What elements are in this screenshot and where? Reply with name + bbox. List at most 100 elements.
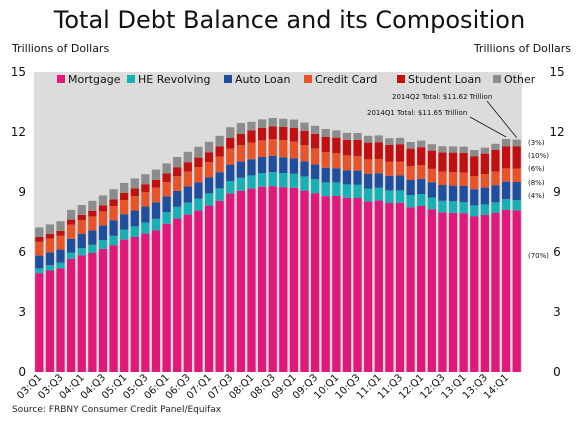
bar-other: [77, 205, 86, 215]
bar-mortgage: [204, 205, 214, 372]
annotation-arrow: [486, 100, 518, 138]
bar-credit-card: [321, 152, 330, 168]
bar-other: [512, 139, 521, 147]
bar-auto-loan: [417, 178, 426, 194]
bar-credit-card: [417, 165, 426, 179]
bar-credit-card: [279, 140, 288, 158]
bar-he-revolving: [35, 268, 44, 274]
bar-mortgage: [417, 206, 426, 372]
bar-credit-card: [183, 171, 192, 187]
bar-other: [257, 119, 267, 128]
bar-he-revolving: [183, 202, 192, 215]
bar-auto-loan: [120, 214, 129, 230]
bar-mortgage: [364, 201, 373, 372]
bar-student-loan: [268, 126, 277, 140]
bar-credit-card: [35, 241, 44, 256]
share-label: (70%): [528, 252, 549, 260]
y-tick-label: 0: [18, 365, 26, 379]
share-label: (6%): [528, 165, 545, 173]
bar-credit-card: [120, 200, 129, 215]
bar-student-loan: [300, 130, 309, 145]
legend-swatch: [57, 75, 65, 83]
bar-student-loan: [501, 146, 511, 169]
bar-he-revolving: [459, 202, 468, 214]
bar-student-loan: [98, 205, 108, 212]
bar-mortgage: [300, 190, 309, 372]
bar-other: [141, 174, 150, 185]
bar-auto-loan: [448, 185, 458, 202]
bar-auto-loan: [480, 187, 489, 205]
bar-student-loan: [417, 147, 426, 166]
bar-credit-card: [98, 211, 108, 226]
bar-credit-card: [289, 141, 299, 159]
bar-other: [417, 140, 426, 148]
bar-he-revolving: [310, 179, 320, 194]
y-tick-label: 15: [549, 65, 564, 79]
bar-credit-card: [66, 224, 76, 239]
bar-mortgage: [427, 209, 436, 372]
bar-mortgage: [109, 245, 118, 372]
bar-other: [353, 133, 362, 140]
bar-credit-card: [215, 156, 224, 173]
bar-credit-card: [491, 171, 500, 186]
bar-credit-card: [141, 192, 150, 207]
bar-credit-card: [385, 161, 394, 176]
bar-auto-loan: [512, 182, 521, 200]
bar-mortgage: [194, 210, 203, 372]
chart-title: Total Debt Balance and its Composition: [53, 6, 526, 34]
bar-other: [310, 125, 320, 134]
bar-auto-loan: [332, 168, 341, 183]
bar-mortgage: [45, 270, 55, 372]
bar-student-loan: [162, 173, 171, 182]
bar-student-loan: [45, 233, 55, 239]
y-tick-label: 9: [18, 185, 26, 199]
bar-student-loan: [374, 142, 383, 159]
bar-auto-loan: [279, 157, 288, 173]
bar-auto-loan: [88, 230, 97, 245]
bar-other: [448, 146, 458, 153]
bar-auto-loan: [385, 175, 394, 191]
bar-auto-loan: [194, 182, 203, 199]
bar-auto-loan: [406, 180, 415, 196]
bar-other: [215, 135, 224, 147]
bar-he-revolving: [162, 212, 171, 224]
bar-he-revolving: [321, 182, 330, 197]
bar-student-loan: [480, 153, 489, 175]
bar-he-revolving: [385, 190, 394, 203]
bar-mortgage: [268, 186, 277, 372]
bar-he-revolving: [374, 187, 383, 201]
bar-credit-card: [459, 172, 468, 186]
y-tick-label: 9: [553, 185, 561, 199]
y-tick-label: 6: [18, 245, 26, 259]
bar-student-loan: [406, 148, 415, 166]
bar-he-revolving: [438, 200, 447, 213]
bar-he-revolving: [268, 172, 277, 187]
legend-label: Mortgage: [68, 73, 121, 86]
bar-other: [459, 146, 468, 153]
bar-mortgage: [374, 200, 383, 372]
bar-other: [204, 141, 214, 153]
bar-he-revolving: [342, 184, 352, 198]
plot-area: [34, 72, 522, 372]
bar-auto-loan: [257, 157, 267, 174]
bar-student-loan: [353, 139, 362, 156]
bar-mortgage: [501, 209, 511, 372]
bar-credit-card: [374, 159, 383, 174]
bars-group: [35, 118, 521, 372]
bar-he-revolving: [353, 184, 362, 198]
bar-auto-loan: [247, 159, 256, 176]
bar-mortgage: [385, 203, 394, 372]
share-label: (8%): [528, 179, 545, 187]
bar-he-revolving: [470, 205, 479, 217]
bar-credit-card: [438, 171, 447, 185]
bar-credit-card: [364, 159, 373, 174]
legend-label: Other: [504, 73, 536, 86]
bar-mortgage: [236, 190, 245, 372]
bar-student-loan: [247, 130, 256, 143]
bar-auto-loan: [501, 181, 511, 200]
bar-he-revolving: [236, 177, 245, 191]
bar-he-revolving: [406, 195, 415, 208]
y-tick-label: 3: [553, 305, 561, 319]
bar-other: [438, 146, 447, 153]
bar-other: [321, 129, 330, 137]
